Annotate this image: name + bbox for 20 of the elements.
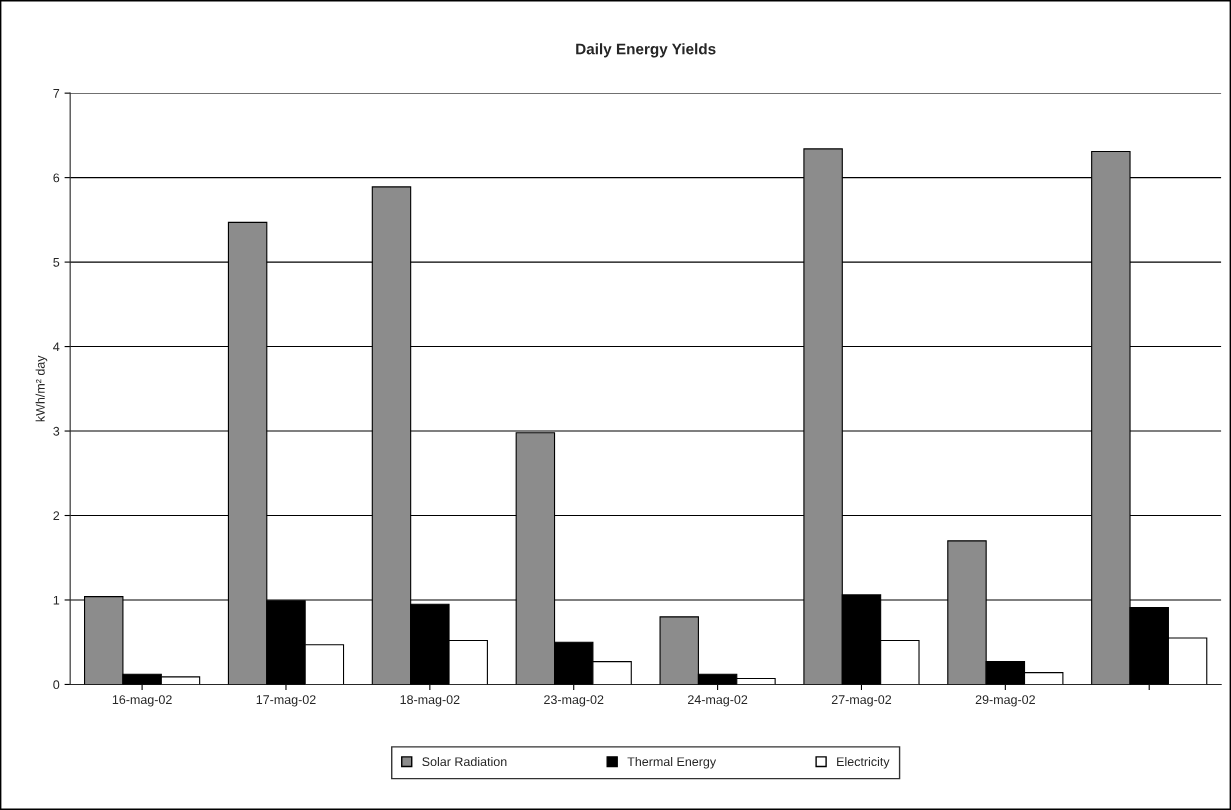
x-tick-label: 17-mag-02 <box>256 695 316 707</box>
legend-label: Thermal Energy <box>627 756 717 769</box>
x-tick-label: 23-mag-02 <box>544 695 604 707</box>
x-tick-label: 29-mag-02 <box>975 695 1035 707</box>
y-tick-label: 5 <box>53 258 60 267</box>
y-tick-label: 3 <box>53 426 60 436</box>
y-tick-label: 7 <box>53 89 60 98</box>
x-tick-label: 16-mag-02 <box>112 695 172 707</box>
y-tick-label: 6 <box>53 173 60 183</box>
legend-label: Solar Radiation <box>422 756 507 767</box>
x-tick-label: 24-mag-02 <box>688 695 748 707</box>
legend-label: Electricity <box>837 756 890 769</box>
y-tick-label: 0 <box>53 680 60 690</box>
x-tick-label: 18-mag-02 <box>400 695 460 707</box>
x-tick-label: 27-mag-02 <box>831 695 892 707</box>
y-tick-label: 2 <box>53 511 60 521</box>
chart-title: Daily Energy Yields <box>576 43 716 58</box>
y-tick-label: 4 <box>53 342 60 352</box>
y-tick-label: 1 <box>53 595 60 605</box>
y-axis-title: kWh/m² day <box>35 355 48 422</box>
